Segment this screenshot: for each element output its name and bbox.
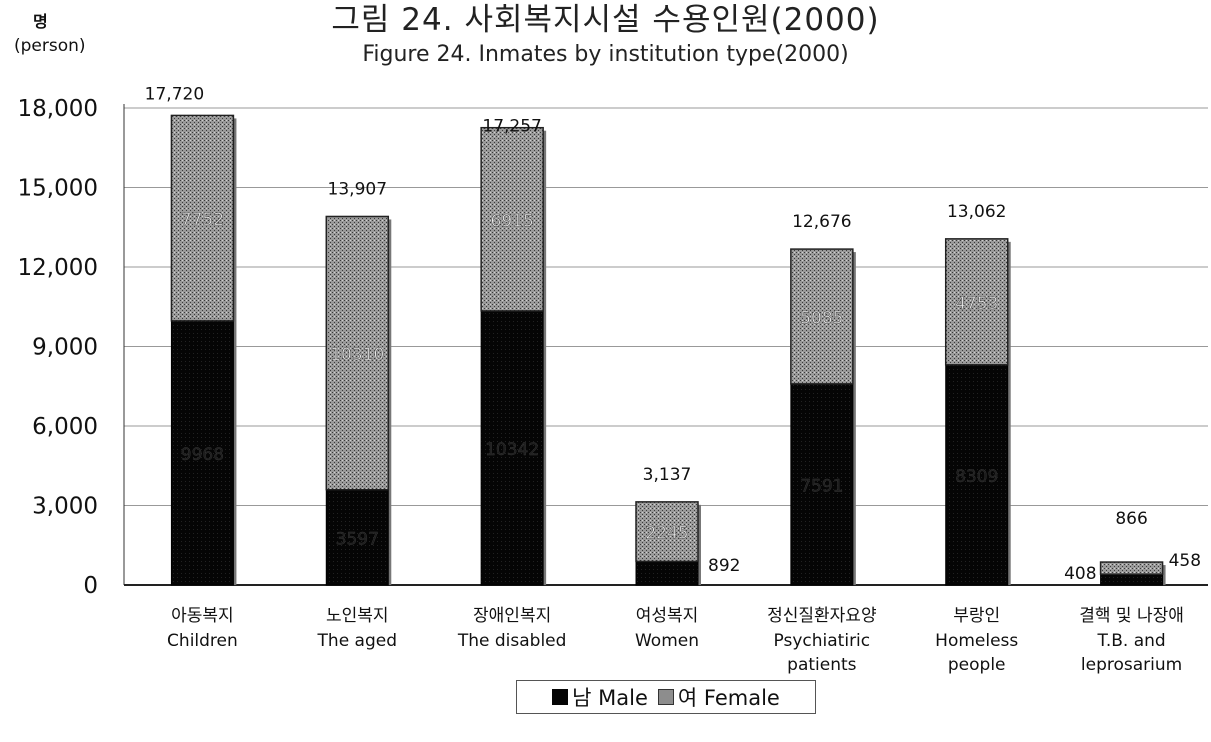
bar-male [325,489,389,586]
category-label-en: Psychiatiric [774,631,871,651]
category-label-en: Homeless [935,631,1018,651]
bar-female [1099,561,1164,575]
bar-group [1099,561,1166,586]
female-value-label: 5085 [800,308,843,328]
bar-male [1100,573,1164,586]
male-value-label: 9968 [181,445,224,465]
total-label: 12,676 [792,212,851,232]
bar-female [635,501,699,563]
category-label-en: The aged [317,631,397,651]
male-value-label: 3597 [336,529,379,549]
axes: 18,000 15,000 12,000 9,000 6,000 3,000 0 아동복지 Ch… [18,96,1208,675]
category-label-ko: 노인복지 [326,606,389,626]
bar-female [480,126,544,312]
bar-male [790,383,854,586]
male-value-label: 10342 [485,440,539,460]
total-label: 13,062 [947,202,1006,222]
category-label-en: leprosarium [1081,655,1182,675]
total-label: 17,257 [482,117,541,137]
category-label-en: Children [167,631,238,651]
y-tick-label: 6,000 [32,414,98,440]
chart-title-korean: 그림 24. 사회복지시설 수용인원(2000) [331,2,880,38]
bar-female [170,114,235,322]
male-value-label: 8309 [955,467,998,487]
bar-group [944,238,1011,586]
male-value-label: 892 [708,556,740,576]
category-label-ko: 여성복지 [636,606,699,626]
bar-group [170,114,237,586]
chart-title-english: Figure 24. Inmates by institution type(2… [362,42,849,67]
female-value-label: 4753 [955,294,998,314]
bars [170,114,1166,586]
female-value-label: 10310 [330,345,384,365]
bar-group [635,501,701,586]
gridlines [124,107,1208,506]
female-value-label: 7752 [181,210,224,230]
category-label-en: Women [635,631,699,651]
bar-male [635,560,699,586]
category-label-ko: 정신질환자요양 [767,606,876,626]
legend-swatch-female [657,689,674,705]
male-value-label: 7591 [800,476,843,496]
y-tick-label: 12,000 [18,255,98,281]
male-value-label: 408 [1064,564,1096,584]
legend-label-female: 여 Female [677,686,780,710]
category-label-en: T.B. and [1096,631,1165,651]
y-tick-label: 0 [83,573,98,599]
bar-female [944,238,1009,366]
bar-male [480,310,544,586]
bar-female [325,215,390,491]
y-unit-english: (person) [14,36,86,56]
bar-group [325,215,392,586]
y-unit-korean: 명 [33,12,48,31]
total-label: 866 [1115,509,1147,529]
category-label-en: The disabled [457,631,567,651]
category-label-ko: 부랑인 [953,606,1000,626]
category-label-ko: 결핵 및 나장애 [1079,606,1184,626]
y-tick-label: 18,000 [18,96,98,122]
female-value-label: 6915 [491,211,534,231]
legend-item-female: 여 Female [657,682,780,712]
female-value-label: 2245 [645,524,688,544]
total-label: 3,137 [643,465,692,485]
female-value-label: 458 [1169,551,1201,571]
total-label: 13,907 [328,179,387,199]
legend: 남 Male 여 Female [516,680,816,714]
y-tick-label: 3,000 [32,494,98,520]
legend-swatch-male [552,689,569,705]
legend-label-male: 남 Male [572,686,648,710]
category-label-ko: 장애인복지 [473,606,551,626]
y-tick-label: 15,000 [18,176,98,202]
bar-group [790,248,856,586]
total-label: 17,720 [145,84,204,104]
category-label-ko: 아동복지 [171,606,234,626]
data-labels: 17,720 7752 9968 13,907 10310 3597 17,257 6915 1… [145,84,1201,584]
category-label-en: people [948,655,1006,675]
y-tick-label: 9,000 [32,335,98,361]
legend-item-male: 남 Male [552,682,648,712]
bar-group [480,126,547,586]
bar-male [170,320,234,586]
category-label-en: patients [787,655,856,675]
bar-female [790,248,854,385]
